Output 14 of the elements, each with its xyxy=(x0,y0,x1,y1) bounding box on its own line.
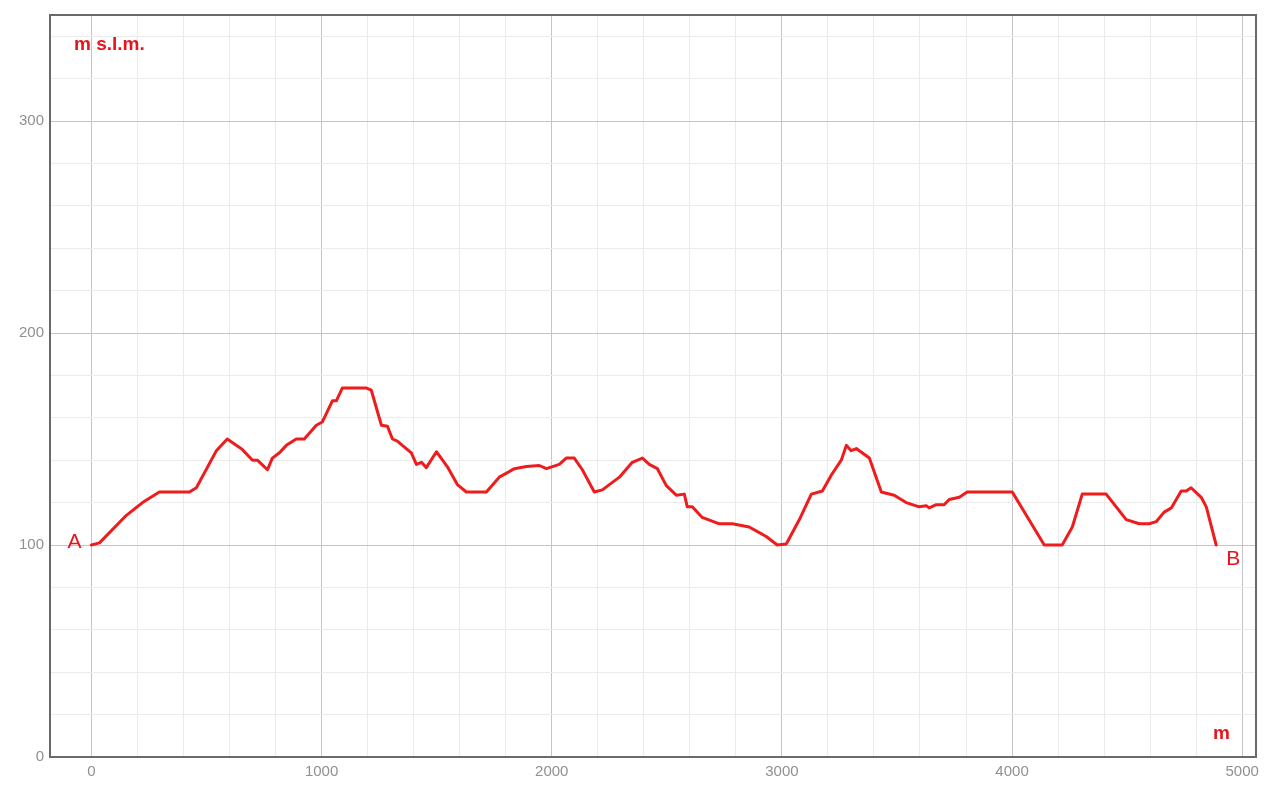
y-tick-label: 300 xyxy=(18,111,44,129)
x-tick-label: 0 xyxy=(87,762,96,780)
x-axis-title: m xyxy=(1213,721,1230,743)
y-tick-label: 100 xyxy=(18,535,44,553)
x-tick-label: 4000 xyxy=(995,762,1029,780)
y-axis-title: m s.l.m. xyxy=(74,32,145,54)
x-tick-label: 3000 xyxy=(765,762,799,780)
x-tick-label: 5000 xyxy=(1225,762,1259,780)
y-tick-label: 0 xyxy=(35,747,44,765)
x-tick-label: 1000 xyxy=(304,762,339,780)
y-tick-label: 200 xyxy=(18,323,44,341)
x-tick-label: 2000 xyxy=(535,762,569,780)
annotation: B xyxy=(1226,546,1241,570)
annotation: A xyxy=(67,528,82,552)
